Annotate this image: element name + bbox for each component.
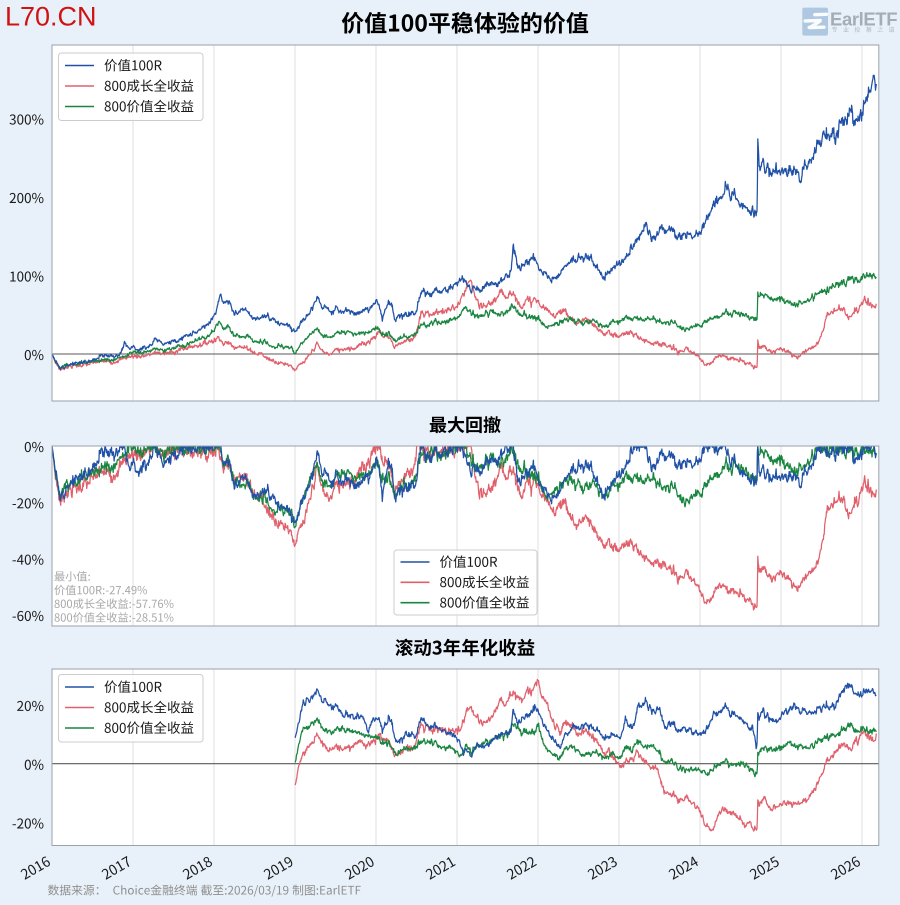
svg-text:L70.CN: L70.CN — [5, 2, 97, 32]
svg-text:EarlETF: EarlETF — [830, 9, 897, 30]
